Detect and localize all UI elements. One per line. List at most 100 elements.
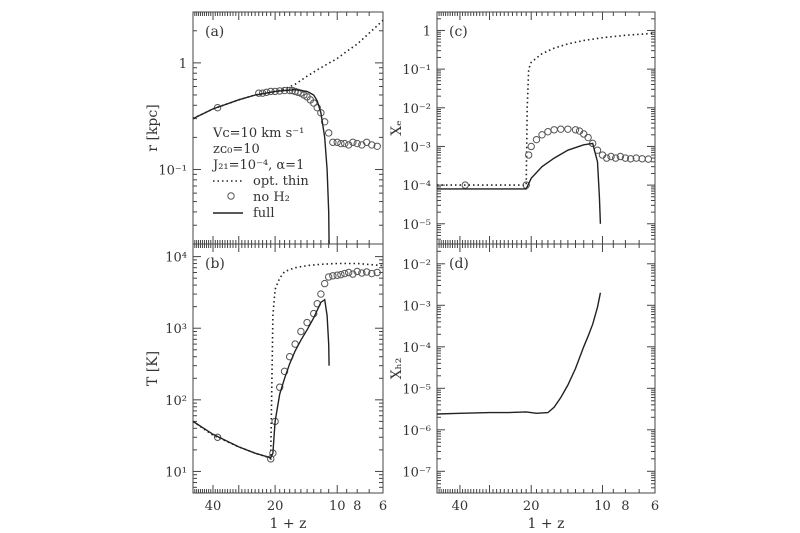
data-point-no-h2 xyxy=(368,141,376,149)
y-tick-label: 1 xyxy=(423,24,431,39)
y-tick-label: 10⁻⁴ xyxy=(402,341,431,356)
plot-frame xyxy=(436,243,656,494)
data-point-no-h2 xyxy=(626,155,635,163)
y-tick-label: 10³ xyxy=(165,322,187,337)
panel-label: (c) xyxy=(449,24,468,40)
data-point-no-h2 xyxy=(297,327,305,336)
panel-0: 1 10⁻¹ r [kpc] (a) Vᴄ=10 km s⁻¹zᴄ₀=10J₂₁=10⁻… xyxy=(145,11,384,245)
series-line-full xyxy=(437,142,602,224)
data-point-no-h2 xyxy=(564,125,572,133)
data-point-no-h2 xyxy=(602,154,611,162)
data-point-no-h2 xyxy=(353,139,361,148)
y-axis-label: T [K] xyxy=(145,351,161,386)
series-line-opt-thin xyxy=(192,19,384,120)
data-point-no-h2 xyxy=(607,152,615,161)
x-tick-label: 10 xyxy=(594,499,611,514)
series-line-full xyxy=(436,292,602,415)
x-axis-label: 1 + z xyxy=(270,516,307,532)
data-point-no-h2 xyxy=(358,269,366,277)
y-tick-label: 10⁻¹ xyxy=(158,163,187,178)
y-tick-label: 10² xyxy=(165,394,187,409)
data-point-no-h2 xyxy=(317,290,325,298)
y-axis-label: Xₑ xyxy=(389,120,405,135)
data-point-no-h2 xyxy=(611,154,620,162)
data-point-no-h2 xyxy=(310,99,318,107)
data-point-no-h2 xyxy=(320,279,329,288)
data-point-no-h2 xyxy=(621,154,630,162)
x-tick-label: 40 xyxy=(452,499,469,514)
legend-entry: full xyxy=(253,206,275,221)
data-point-no-h2 xyxy=(333,138,341,146)
data-point-no-h2 xyxy=(571,126,580,134)
data-point-no-h2 xyxy=(373,142,381,150)
data-point-no-h2 xyxy=(362,268,371,276)
data-point-no-h2 xyxy=(580,130,588,138)
data-point-no-h2 xyxy=(340,139,349,148)
panel-label: (a) xyxy=(205,24,224,40)
x-tick-label: 40 xyxy=(205,499,222,514)
legend-entry: opt. thin xyxy=(253,174,309,189)
y-tick-label: 10⁻⁷ xyxy=(402,465,431,480)
y-tick-label: 10⁻³ xyxy=(402,140,431,155)
x-tick-label: 10 xyxy=(329,499,346,514)
series-line-opt-thin xyxy=(437,32,656,186)
y-tick-label: 10⁻² xyxy=(402,102,431,117)
y-tick-label: 10⁻⁵ xyxy=(402,382,431,397)
data-point-no-h2 xyxy=(276,383,284,391)
plot-frame xyxy=(192,243,384,494)
legend-param: J₂₁=10⁻⁴, α=1 xyxy=(211,158,304,173)
data-point-no-h2 xyxy=(524,151,533,159)
data-point-no-h2 xyxy=(550,126,558,134)
data-point-no-h2 xyxy=(255,89,263,97)
x-tick-label: 20 xyxy=(267,499,284,514)
data-point-no-h2 xyxy=(532,135,541,144)
y-tick-label: 10¹ xyxy=(165,465,187,480)
y-tick-label: 10⁻⁵ xyxy=(402,218,431,233)
data-point-no-h2 xyxy=(373,268,381,277)
data-point-no-h2 xyxy=(616,152,625,161)
x-tick-label: 6 xyxy=(651,499,659,514)
data-point-no-h2 xyxy=(644,155,653,163)
data-point-no-h2 xyxy=(638,155,646,163)
data-point-no-h2 xyxy=(527,142,535,151)
y-tick-label: 10⁻¹ xyxy=(402,63,431,78)
panel-label: (d) xyxy=(449,256,469,272)
data-point-no-h2 xyxy=(544,128,552,136)
y-tick-label: 10⁻² xyxy=(402,258,431,273)
y-tick-label: 10⁻⁴ xyxy=(402,179,431,194)
series-line-opt-thin xyxy=(192,262,384,461)
data-point-no-h2 xyxy=(557,125,565,133)
x-tick-label: 8 xyxy=(621,499,629,514)
data-point-no-h2 xyxy=(329,138,337,146)
y-axis-label: Xₕ₂ xyxy=(389,358,405,380)
y-tick-label: 10⁻³ xyxy=(402,299,431,314)
series-line-full xyxy=(192,88,330,245)
data-point-no-h2 xyxy=(353,267,361,276)
data-point-no-h2 xyxy=(213,433,222,441)
data-point-no-h2 xyxy=(340,269,349,278)
plot-frame xyxy=(436,11,656,245)
x-axis-label: 1 + z xyxy=(528,516,565,532)
data-point-no-h2 xyxy=(324,273,333,281)
y-tick-label: 1 xyxy=(179,57,187,72)
data-point-no-h2 xyxy=(329,272,337,280)
data-point-no-h2 xyxy=(368,269,376,278)
data-point-no-h2 xyxy=(349,138,357,146)
data-point-no-h2 xyxy=(324,129,333,137)
x-tick-label: 20 xyxy=(523,499,540,514)
data-point-no-h2 xyxy=(294,88,302,96)
data-point-no-h2 xyxy=(337,270,345,279)
data-point-no-h2 xyxy=(344,268,353,277)
panel-2: 1 10⁻¹ 10⁻² 10⁻³ 10⁻⁴ 10⁻⁵ Xₑ (c) xyxy=(389,11,656,245)
data-point-no-h2 xyxy=(584,133,592,142)
y-tick-label: 10⁴ xyxy=(165,251,187,266)
x-tick-label: 8 xyxy=(353,499,361,514)
legend-param: zᴄ₀=10 xyxy=(213,142,260,157)
panel-3: 10⁻² 10⁻³ 10⁻⁴ 10⁻⁵ 10⁻⁶ 10⁻⁷ 40 20 10 8 6 1 + z Xₕ₂… xyxy=(389,243,659,532)
data-point-no-h2 xyxy=(337,139,345,148)
legend-swatch-no-h2 xyxy=(227,192,235,200)
data-point-no-h2 xyxy=(313,103,321,112)
panel-label: (b) xyxy=(205,256,225,272)
